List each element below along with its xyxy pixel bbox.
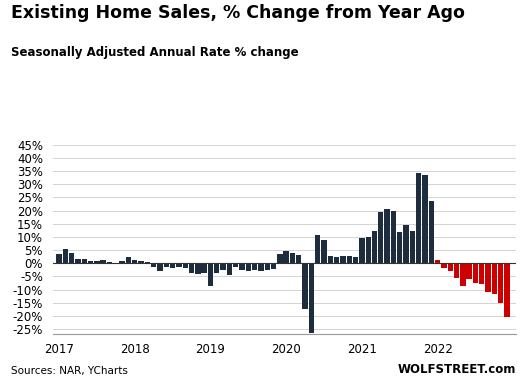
Bar bbox=[189, 263, 194, 273]
Bar bbox=[416, 173, 422, 263]
Text: Sources: NAR, YCharts: Sources: NAR, YCharts bbox=[11, 366, 128, 376]
Bar bbox=[132, 260, 138, 263]
Bar bbox=[176, 263, 182, 268]
Bar bbox=[227, 263, 232, 275]
Bar bbox=[120, 261, 125, 263]
Bar bbox=[328, 256, 333, 263]
Bar bbox=[126, 256, 131, 263]
Bar bbox=[372, 231, 377, 263]
Bar bbox=[88, 261, 93, 263]
Bar bbox=[504, 263, 510, 317]
Bar bbox=[409, 231, 415, 263]
Bar bbox=[157, 263, 163, 271]
Bar bbox=[447, 263, 453, 271]
Bar bbox=[139, 261, 144, 263]
Bar bbox=[170, 263, 175, 268]
Bar bbox=[309, 263, 314, 333]
Bar bbox=[473, 263, 478, 283]
Bar bbox=[391, 211, 396, 263]
Bar bbox=[441, 263, 446, 268]
Bar bbox=[220, 263, 226, 269]
Bar bbox=[56, 253, 62, 263]
Bar bbox=[321, 240, 327, 263]
Bar bbox=[107, 262, 112, 263]
Bar bbox=[498, 263, 503, 303]
Bar bbox=[63, 249, 68, 263]
Bar bbox=[422, 175, 427, 263]
Bar bbox=[265, 263, 270, 271]
Bar bbox=[353, 257, 358, 263]
Bar bbox=[403, 225, 409, 263]
Bar bbox=[277, 253, 282, 263]
Bar bbox=[315, 235, 320, 263]
Bar bbox=[454, 263, 459, 278]
Bar bbox=[151, 263, 157, 268]
Bar bbox=[271, 263, 276, 269]
Bar bbox=[182, 263, 188, 268]
Bar bbox=[195, 263, 200, 274]
Bar bbox=[214, 263, 219, 273]
Text: Existing Home Sales, % Change from Year Ago: Existing Home Sales, % Change from Year … bbox=[11, 4, 464, 22]
Bar bbox=[366, 237, 371, 263]
Bar bbox=[290, 253, 295, 263]
Bar bbox=[479, 263, 484, 284]
Bar bbox=[246, 263, 251, 271]
Text: Seasonally Adjusted Annual Rate % change: Seasonally Adjusted Annual Rate % change bbox=[11, 46, 298, 59]
Bar bbox=[252, 263, 257, 270]
Bar bbox=[334, 258, 339, 263]
Bar bbox=[296, 255, 301, 263]
Bar bbox=[82, 259, 87, 263]
Bar bbox=[466, 263, 472, 279]
Bar bbox=[163, 263, 169, 267]
Bar bbox=[302, 263, 308, 309]
Bar bbox=[384, 209, 390, 263]
Bar bbox=[94, 261, 100, 263]
Bar bbox=[485, 263, 491, 292]
Bar bbox=[201, 263, 207, 273]
Bar bbox=[397, 232, 403, 263]
Bar bbox=[69, 253, 74, 263]
Bar bbox=[428, 201, 434, 263]
Bar bbox=[101, 260, 106, 263]
Bar bbox=[284, 251, 289, 263]
Bar bbox=[378, 212, 384, 263]
Bar bbox=[460, 263, 465, 286]
Bar bbox=[239, 263, 245, 270]
Bar bbox=[208, 263, 213, 286]
Bar bbox=[359, 238, 365, 263]
Bar bbox=[435, 260, 440, 263]
Bar bbox=[492, 263, 497, 294]
Text: WOLFSTREET.com: WOLFSTREET.com bbox=[398, 363, 516, 376]
Bar bbox=[233, 263, 238, 268]
Bar bbox=[75, 258, 81, 263]
Bar bbox=[145, 262, 150, 263]
Bar bbox=[340, 256, 346, 263]
Bar bbox=[258, 263, 264, 271]
Bar bbox=[347, 256, 352, 263]
